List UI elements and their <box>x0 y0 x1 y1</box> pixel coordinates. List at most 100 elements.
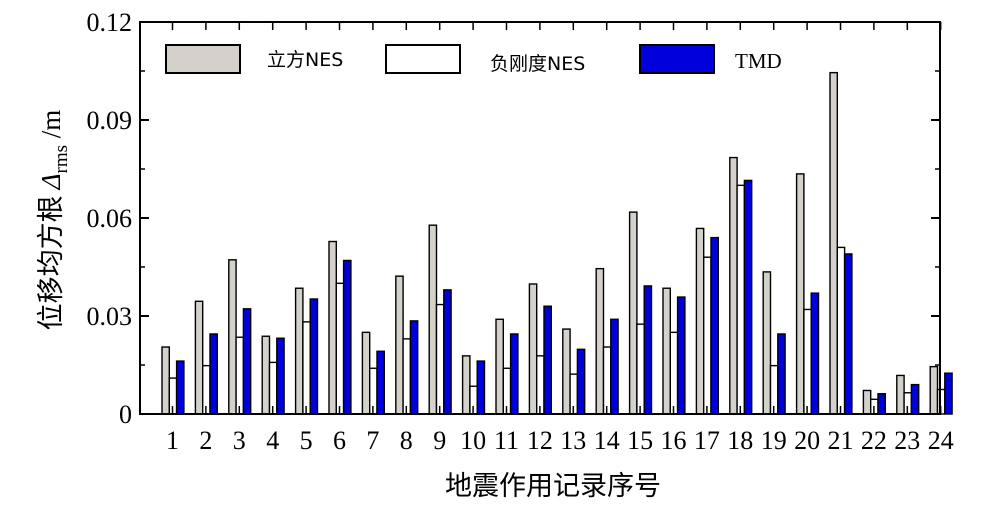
bar-negative-stiffness-nes-21 <box>836 246 846 415</box>
y-tick-label: 0.03 <box>87 302 133 331</box>
y-tick-label: 0.12 <box>87 8 133 37</box>
bar-cubic-nes-15 <box>628 211 638 415</box>
bars-group <box>161 71 953 415</box>
legend-label-tmd: TMD <box>735 49 782 73</box>
x-tick-label-16: 16 <box>661 426 687 455</box>
bar-cubic-nes-3 <box>228 259 237 415</box>
bar-cubic-nes-9 <box>428 224 438 415</box>
legend-swatch-tmd <box>639 44 715 74</box>
legend-swatch-cubic-nes <box>165 44 241 74</box>
bar-tmd-23 <box>910 383 920 415</box>
x-tick-label-4: 4 <box>266 426 279 455</box>
x-tick-label-15: 15 <box>627 426 653 455</box>
bar-cubic-nes-11 <box>495 318 505 415</box>
bar-cubic-nes-7 <box>361 331 371 415</box>
bar-cubic-nes-19 <box>762 271 772 415</box>
x-tick-label-22: 22 <box>861 426 887 455</box>
bar-cubic-nes-24 <box>929 365 939 415</box>
y-axis-title: 位移均方根 Δrms /m <box>36 110 72 331</box>
x-tick-label-12: 12 <box>527 426 553 455</box>
x-tick-label-13: 13 <box>560 426 586 455</box>
bar-tmd-14 <box>610 318 619 415</box>
x-tick-label-7: 7 <box>366 426 379 455</box>
y-axis-subscript: rms <box>51 145 72 174</box>
bar-tmd-1 <box>175 360 185 415</box>
bar-cubic-nes-8 <box>395 275 404 415</box>
x-tick-label-8: 8 <box>400 426 413 455</box>
bar-tmd-13 <box>576 348 586 415</box>
bar-cubic-nes-1 <box>161 346 171 415</box>
bar-negative-stiffness-nes-5 <box>302 321 311 415</box>
bar-negative-stiffness-nes-20 <box>803 308 812 415</box>
bar-cubic-nes-18 <box>729 156 738 415</box>
x-tick-label-24: 24 <box>928 426 954 455</box>
x-tick-label-17: 17 <box>694 426 720 455</box>
x-tick-label-5: 5 <box>300 426 313 455</box>
bar-cubic-nes-12 <box>528 283 538 415</box>
bar-tmd-22 <box>877 393 887 415</box>
bar-cubic-nes-17 <box>695 227 705 415</box>
bar-cubic-nes-10 <box>461 355 471 415</box>
bar-negative-stiffness-nes-12 <box>536 355 545 415</box>
x-tick-label-2: 2 <box>199 426 212 455</box>
x-tick-label-6: 6 <box>333 426 346 455</box>
bar-tmd-3 <box>242 308 252 415</box>
bar-negative-stiffness-nes-17 <box>703 256 712 415</box>
bar-negative-stiffness-nes-14 <box>602 346 612 415</box>
legend-label-negative-stiffness-nes: 负刚度NES <box>490 53 585 75</box>
x-tick-label-1: 1 <box>166 426 179 455</box>
bar-cubic-nes-16 <box>662 287 672 415</box>
bar-tmd-17 <box>710 236 720 415</box>
x-tick-label-20: 20 <box>794 426 820 455</box>
bar-cubic-nes-6 <box>328 240 338 415</box>
bar-cubic-nes-22 <box>862 389 872 415</box>
legend: 立方NES 负刚度NES TMD <box>165 44 782 75</box>
bar-tmd-2 <box>209 333 219 415</box>
bar-tmd-20 <box>810 292 820 415</box>
x-tick-label-10: 10 <box>460 426 486 455</box>
x-axis-title: 地震作用记录序号 <box>445 471 661 502</box>
bar-tmd-7 <box>376 350 386 415</box>
bar-tmd-8 <box>409 320 419 415</box>
bar-tmd-16 <box>676 296 686 415</box>
bar-cubic-nes-20 <box>795 173 805 415</box>
bar-tmd-18 <box>743 179 753 415</box>
x-tick-label-3: 3 <box>233 426 246 455</box>
x-tick-label-9: 9 <box>433 426 446 455</box>
bar-tmd-9 <box>443 289 452 415</box>
x-tick-label-21: 21 <box>828 426 854 455</box>
bar-tmd-19 <box>777 333 786 415</box>
bar-tmd-6 <box>342 259 352 415</box>
bar-tmd-5 <box>309 298 319 415</box>
y-axis-unit: /m <box>36 110 66 145</box>
bar-tmd-11 <box>509 333 519 415</box>
legend-swatch-negative-stiffness-nes <box>385 44 461 74</box>
y-tick-label: 0 <box>119 400 132 429</box>
x-tick-label-11: 11 <box>494 426 519 455</box>
bar-cubic-nes-14 <box>595 267 605 415</box>
y-tick-label: 0.09 <box>87 106 133 135</box>
y-tick-label: 0.06 <box>87 204 133 233</box>
x-tick-label-18: 18 <box>727 426 753 455</box>
bar-cubic-nes-4 <box>261 335 271 415</box>
bar-tmd-10 <box>476 360 486 415</box>
bar-tmd-21 <box>843 253 853 415</box>
bar-cubic-nes-5 <box>294 287 304 415</box>
x-tick-label-19: 19 <box>761 426 787 455</box>
bar-negative-stiffness-nes-15 <box>636 323 645 415</box>
axes-group <box>139 21 942 415</box>
bar-tmd-15 <box>643 285 653 415</box>
bar-cubic-nes-2 <box>194 300 204 415</box>
bar-cubic-nes-13 <box>562 328 571 415</box>
bar-tmd-24 <box>944 372 953 415</box>
y-axis-symbol: Δ <box>36 173 66 190</box>
bar-negative-stiffness-nes-9 <box>435 303 445 415</box>
bar-cubic-nes-21 <box>829 71 839 415</box>
bar-negative-stiffness-nes-18 <box>736 184 746 415</box>
x-tick-label-14: 14 <box>594 426 620 455</box>
x-tick-label-23: 23 <box>894 426 920 455</box>
bar-tmd-4 <box>276 337 285 415</box>
bar-tmd-12 <box>543 305 553 415</box>
bar-negative-stiffness-nes-16 <box>669 331 679 415</box>
